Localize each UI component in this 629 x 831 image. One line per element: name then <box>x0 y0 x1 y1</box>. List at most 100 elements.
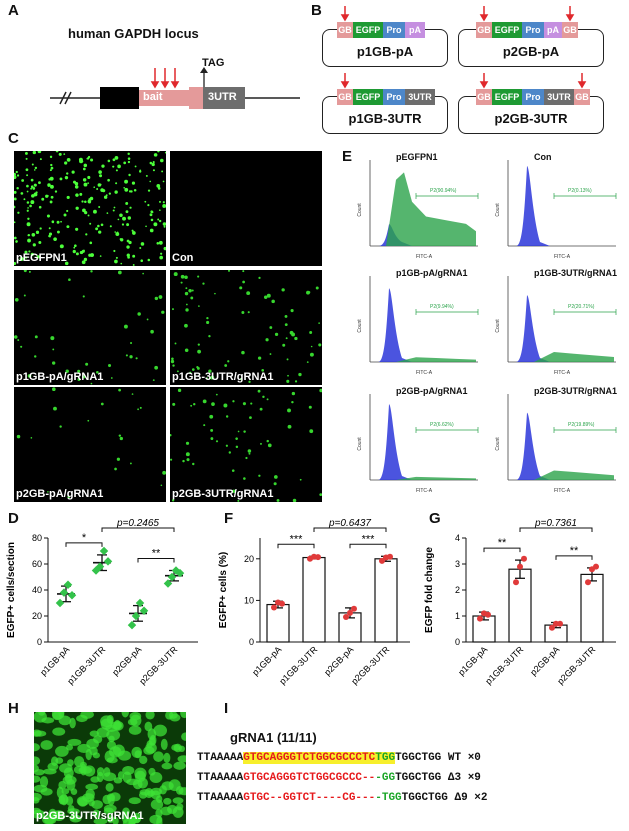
cell-dot <box>162 180 165 183</box>
locus-title: human GAPDH locus <box>68 26 199 41</box>
cell-dot <box>24 151 28 155</box>
cell-dot <box>128 797 141 805</box>
cell-dot <box>84 200 87 203</box>
flow-title: Con <box>534 152 552 162</box>
cell-dot <box>149 771 163 783</box>
x-tick-label: p2GB-pA <box>528 644 561 677</box>
cell-dot <box>198 305 200 307</box>
x-tick-label: p1GB-pA <box>250 644 283 677</box>
cell-dot <box>163 225 166 228</box>
cell-dot <box>235 445 239 449</box>
sig-bracket <box>277 543 315 549</box>
cell-dot <box>227 270 231 272</box>
cell-dot <box>241 350 245 355</box>
y-axis-label: EGFP fold change <box>424 547 435 633</box>
cell-dot <box>50 184 54 189</box>
cell-dot <box>90 382 93 385</box>
data-point <box>99 546 109 556</box>
cell-dot <box>95 227 99 231</box>
positive-area <box>386 172 476 246</box>
cell-dot <box>58 712 65 718</box>
cell-dot <box>259 407 263 411</box>
cell-dot <box>70 788 78 795</box>
cell-dot <box>176 803 184 811</box>
cell-dot <box>113 249 116 253</box>
cell-dot <box>185 287 188 290</box>
cell-dot <box>17 339 20 342</box>
cell-dot <box>134 767 147 780</box>
cell-dot <box>246 291 251 296</box>
cell-dot <box>158 200 162 203</box>
cell-dot <box>269 326 273 329</box>
gate-label: P2(20.71%) <box>568 304 595 310</box>
data-point <box>139 606 149 616</box>
sig-label: * <box>82 532 87 544</box>
cell-dot <box>309 429 314 434</box>
cell-dot <box>115 256 118 259</box>
cell-dot <box>189 371 192 374</box>
cell-dot <box>232 489 236 493</box>
cell-dot <box>121 712 129 718</box>
cell-dot <box>299 478 302 481</box>
cell-dot <box>93 735 103 744</box>
cell-dot <box>101 164 105 168</box>
sig-bracket <box>555 555 593 560</box>
cell-dot <box>14 297 19 302</box>
cell-dot <box>21 179 25 182</box>
cell-dot <box>86 157 89 160</box>
cell-dot <box>88 799 95 807</box>
cell-dot <box>228 451 232 454</box>
cell-dot <box>38 205 42 209</box>
cell-dot <box>242 402 246 406</box>
panel-label-b: B <box>311 2 322 19</box>
y-tick-label: 1 <box>455 611 460 621</box>
cell-dot <box>274 332 279 337</box>
cell-dot <box>273 482 277 486</box>
cell-dot <box>53 237 57 241</box>
cell-dot <box>180 274 185 279</box>
data-point <box>521 555 527 562</box>
cell-dot <box>59 425 62 428</box>
flow-panel: p1GB-pA/gRNA1 Count FITC-A P2(9.94%) <box>356 266 484 381</box>
cell-dot <box>50 336 55 341</box>
cell-dot <box>66 225 70 229</box>
flow-title: p2GB-3UTR/gRNA1 <box>534 386 618 396</box>
cell-dot <box>114 156 119 160</box>
cell-dot <box>263 295 268 299</box>
cell-dot <box>23 270 27 273</box>
cell-dot <box>32 243 36 247</box>
cell-dot <box>266 439 269 443</box>
cell-dot <box>90 253 95 258</box>
negative-peak <box>378 288 412 362</box>
cell-dot <box>185 441 190 445</box>
gate-label: P2(19.89%) <box>568 422 595 428</box>
cell-dot <box>138 170 142 173</box>
cell-dot <box>66 158 71 162</box>
x-tick-label: p2GB-pA <box>110 644 143 677</box>
cell-dot <box>128 190 132 193</box>
y-tick-label: 3 <box>455 559 460 569</box>
x-tick-label: p1GB-pA <box>38 644 71 677</box>
cell-dot <box>35 230 40 234</box>
x-tick-label: p2GB-3UTR <box>349 644 391 686</box>
cell-dot <box>169 713 181 722</box>
cell-dot <box>163 752 171 764</box>
cell-dot <box>100 402 104 406</box>
cell-dot <box>177 755 186 763</box>
cell-dot <box>105 194 108 197</box>
cell-dot <box>63 153 66 156</box>
cell-dot <box>30 200 35 205</box>
data-point <box>477 615 483 622</box>
cell-dot <box>159 255 164 260</box>
cell-dot <box>210 428 214 432</box>
cell-dot <box>28 250 31 253</box>
gate-label: P2(0.13%) <box>568 188 592 194</box>
cell-dot <box>113 719 122 731</box>
cell-dot <box>161 762 173 770</box>
flow-xlabel: FITC-A <box>554 488 571 494</box>
cell-dot <box>291 391 296 396</box>
flow-panel: pEGFPN1 Count FITC-A P2(90.94%) <box>356 150 484 265</box>
cell-dot <box>27 234 31 237</box>
cell-dot <box>87 214 90 217</box>
negative-peak <box>516 295 550 362</box>
